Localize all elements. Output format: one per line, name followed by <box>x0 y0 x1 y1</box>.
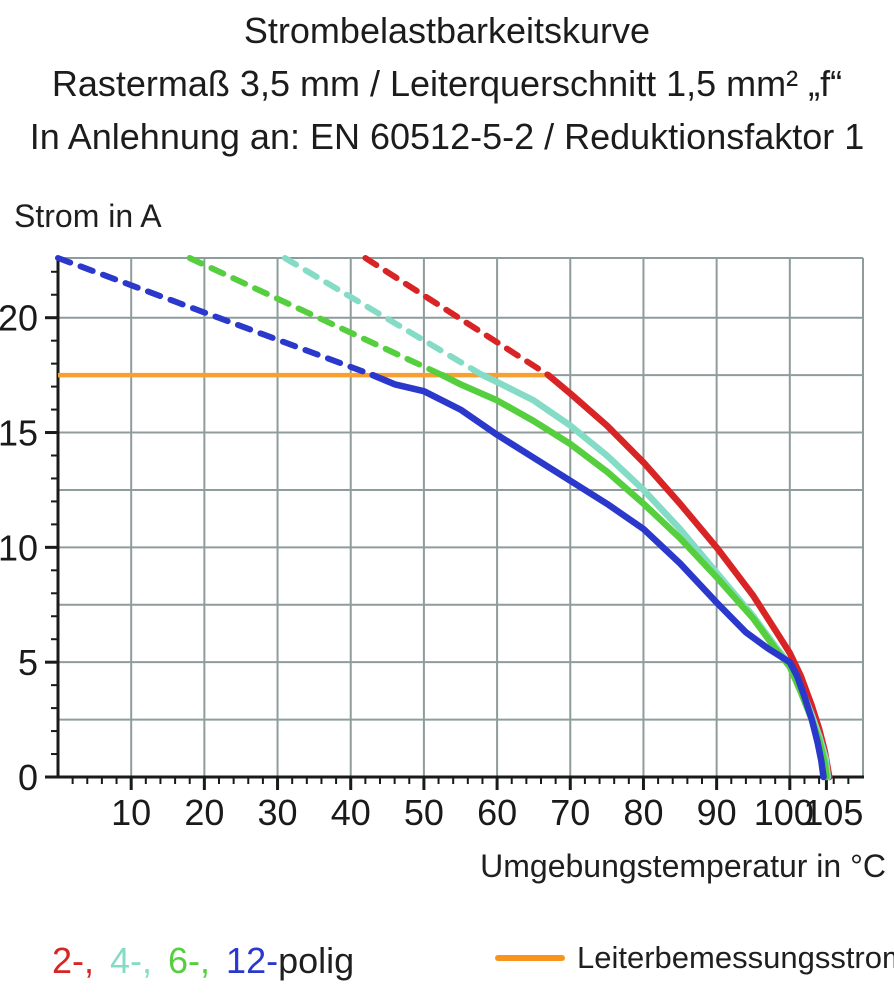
y-axis-title: Strom in A <box>14 198 162 234</box>
svg-text:70: 70 <box>550 792 590 833</box>
legend-6pole: 6-, <box>168 940 211 981</box>
x-axis-title: Umgebungstemperatur in °C <box>480 848 886 884</box>
legend-12pole: 12- <box>226 940 279 981</box>
chart-title-block: Strombelastbarkeitskurve Rastermaß 3,5 m… <box>0 4 894 163</box>
svg-text:80: 80 <box>623 792 663 833</box>
legend-4pole: 4-, <box>110 940 153 981</box>
svg-text:60: 60 <box>477 792 517 833</box>
legend-rated-current: Leiterbemessungsstrom <box>495 940 894 976</box>
svg-text:20: 20 <box>0 298 38 339</box>
svg-text:90: 90 <box>697 792 737 833</box>
svg-text:40: 40 <box>331 792 371 833</box>
chart-title-line1: Strombelastbarkeitskurve <box>243 10 651 51</box>
svg-text:105: 105 <box>803 792 863 833</box>
legend-2pole: 2-, <box>52 940 95 981</box>
rated-current-label: Leiterbemessungsstrom <box>577 940 894 975</box>
svg-text:5: 5 <box>18 642 38 683</box>
svg-text:10: 10 <box>111 792 151 833</box>
svg-text:100: 100 <box>754 792 814 833</box>
rated-current-line-swatch <box>495 955 565 961</box>
svg-text:10: 10 <box>0 527 38 568</box>
legend-pole-counts: 2-, 4-, 6-, 12-polig <box>52 940 354 982</box>
svg-text:20: 20 <box>184 792 224 833</box>
chart-title-line3: In Anlehnung an: EN 60512-5-2 / Reduktio… <box>29 116 865 157</box>
svg-text:50: 50 <box>404 792 444 833</box>
svg-text:0: 0 <box>18 757 38 798</box>
svg-text:30: 30 <box>258 792 298 833</box>
legend-poles-suffix: polig <box>278 940 355 981</box>
chart-title-line2: Rastermaß 3,5 mm / Leiterquerschnitt 1,5… <box>51 63 843 104</box>
svg-text:15: 15 <box>0 413 38 454</box>
